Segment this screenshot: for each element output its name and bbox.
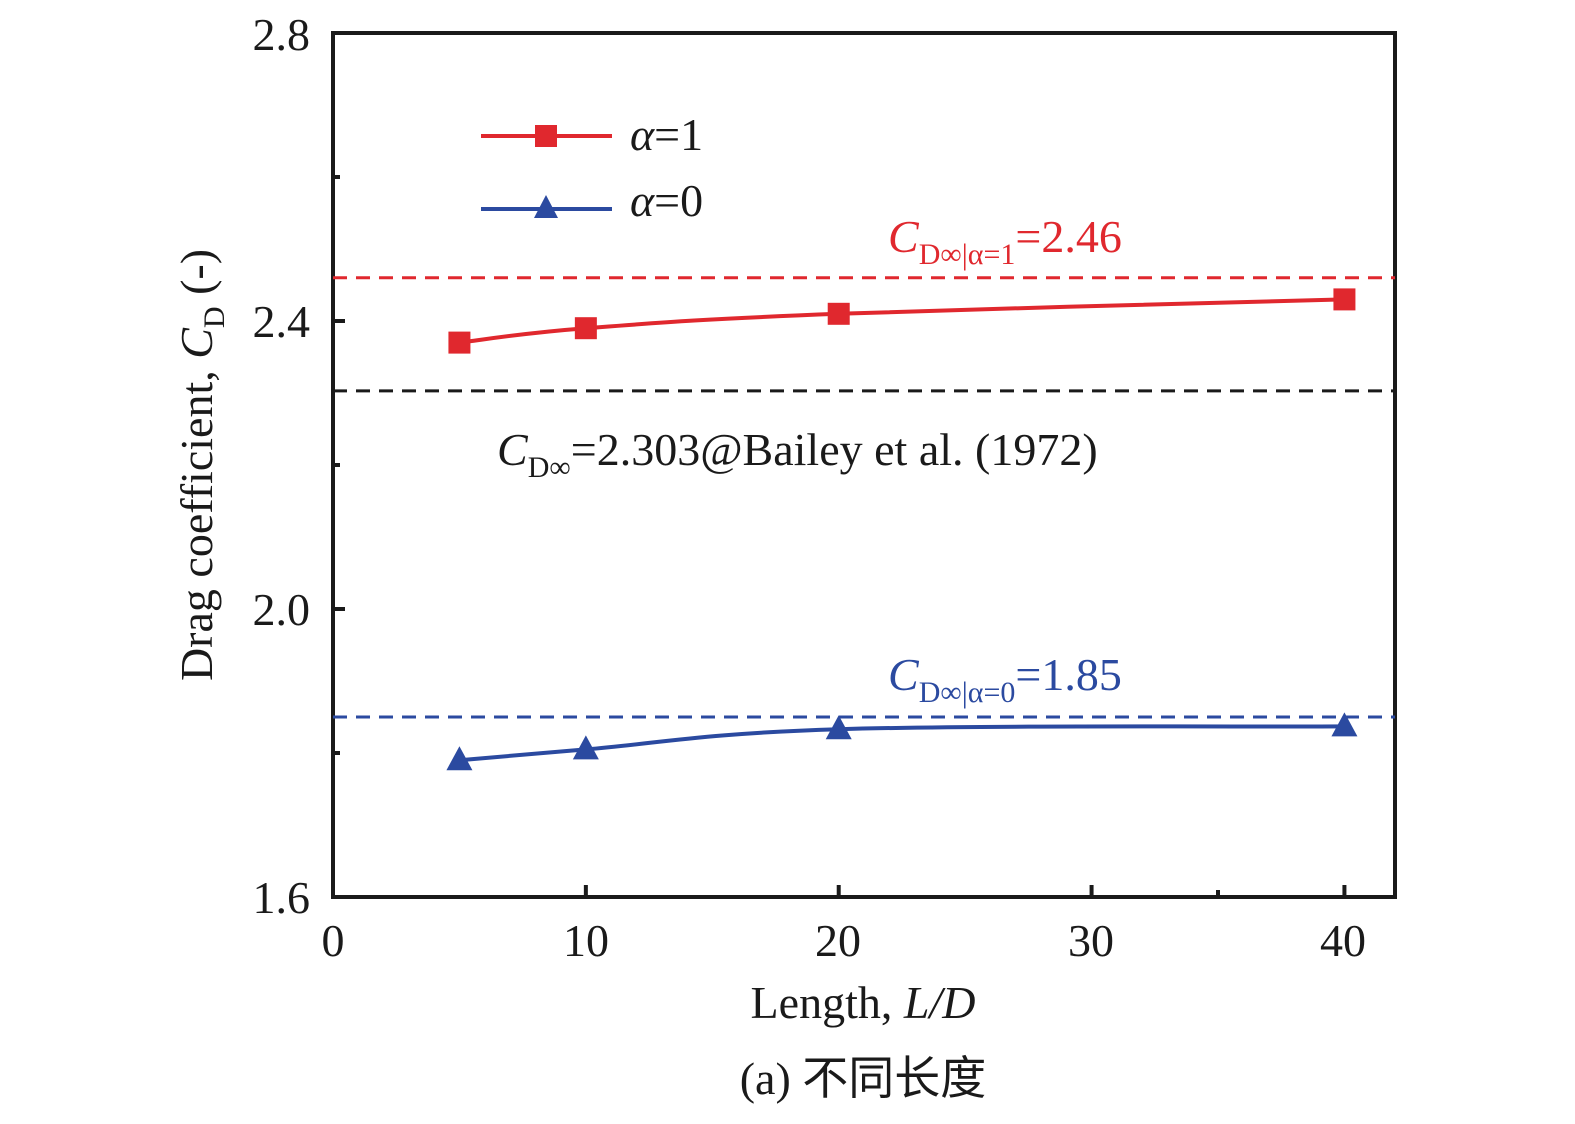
annotation-cd-bailey: CD∞=2.303@Bailey et al. (1972) [497,424,1098,484]
legend-marker-square [535,125,557,147]
data-point-triangle [825,715,852,740]
x-axis-title: Length, L/D [751,977,976,1028]
legend-marker-triangle [534,195,558,218]
y-tick-label: 2.4 [253,296,311,347]
x-tick-labels: 0 10 20 30 40 [322,915,1367,966]
data-point-triangle [446,746,473,771]
reference-lines [333,276,1395,719]
y-tick-label: 1.6 [253,872,311,923]
data-point-square [827,302,850,325]
y-tick-label: 2.0 [253,584,311,635]
data-point-triangle [1331,712,1358,737]
data-point-square [448,331,471,354]
x-tick-label: 10 [563,915,609,966]
legend-label-alpha0: α=0 [630,175,703,226]
annotation-cd-alpha1: CD∞|α=1=2.46 [888,211,1122,271]
x-tick-label: 20 [815,915,861,966]
y-tick-label: 2.8 [253,9,311,60]
x-tick-label: 30 [1068,915,1114,966]
figure-caption: (a) 不同长度 [740,1053,987,1104]
annotation-cd-alpha0: CD∞|α=0=1.85 [888,649,1122,709]
legend-label-alpha1: α=1 [630,109,703,160]
x-tick-label: 0 [322,915,345,966]
axis-ticks [331,31,1347,899]
series-line-alpha1 [459,297,1345,345]
legend: α=1 α=0 [481,109,703,226]
data-point-square [574,317,597,340]
y-tick-labels: 1.6 2.0 2.4 2.8 [253,9,311,923]
series-lines [459,297,1345,763]
y-axis-title: Drag coefficient, CD (-) [171,249,231,681]
series-line-alpha0 [459,724,1345,763]
x-tick-label: 40 [1320,915,1366,966]
data-point-triangle [572,735,599,760]
data-point-square [1333,288,1356,311]
series-markers [446,288,1358,771]
